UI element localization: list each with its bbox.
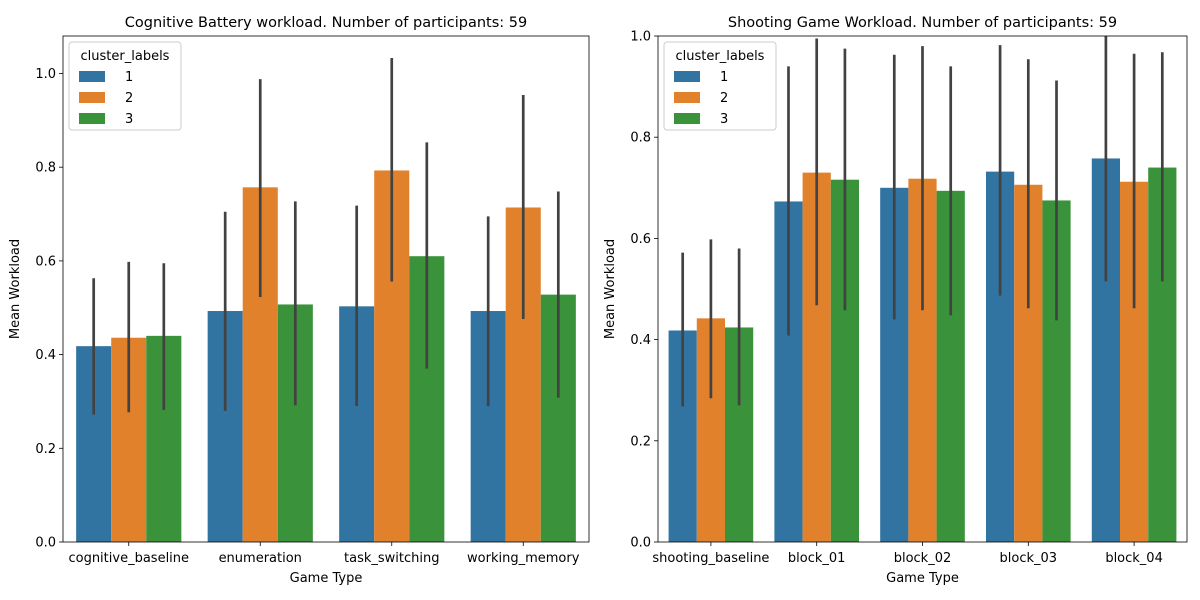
x-tick-label: block_02	[894, 551, 952, 566]
legend-title: cluster_labels	[81, 49, 170, 64]
y-tick-label: 0.8	[35, 161, 56, 176]
legend-label-3: 3	[720, 112, 728, 127]
legend-swatch-1	[79, 71, 105, 82]
x-tick-label: block_03	[1000, 551, 1058, 566]
legend: cluster_labels 1 2 3	[663, 41, 777, 131]
y-tick-label: 0.6	[630, 232, 651, 247]
x-tick-label: shooting_baseline	[652, 551, 769, 566]
legend-label-3: 3	[125, 112, 133, 127]
x-tick-label: block_01	[788, 551, 846, 566]
y-tick-label: 0.0	[35, 536, 56, 551]
legend-swatch-2	[79, 92, 105, 103]
y-tick-label: 1.0	[35, 67, 56, 82]
y-tick-label: 1.0	[630, 30, 651, 45]
legend-label-2: 2	[720, 91, 728, 106]
legend-box	[663, 41, 777, 131]
chart-title: Cognitive Battery workload. Number of pa…	[125, 15, 528, 31]
legend-label-1: 1	[720, 70, 728, 85]
x-axis-label: Game Type	[290, 571, 363, 586]
legend-label-1: 1	[125, 70, 133, 85]
x-axis-label: Game Type	[886, 571, 959, 586]
chart-title: Shooting Game Workload. Number of partic…	[728, 15, 1117, 31]
legend-swatch-2	[674, 92, 700, 103]
legend-title: cluster_labels	[676, 49, 765, 64]
y-tick-label: 0.2	[630, 434, 651, 449]
y-tick-label: 0.6	[35, 254, 56, 269]
legend-swatch-1	[674, 71, 700, 82]
y-axis-label: Mean Workload	[603, 239, 618, 339]
legend: cluster_labels 1 2 3	[68, 41, 182, 131]
legend-swatch-3	[674, 113, 700, 124]
x-tick-label: working_memory	[467, 551, 580, 566]
x-tick-label: cognitive_baseline	[68, 551, 189, 566]
y-tick-label: 0.0	[630, 536, 651, 551]
y-tick-label: 0.4	[35, 348, 56, 363]
y-tick-label: 0.8	[630, 131, 651, 146]
legend-box	[68, 41, 182, 131]
shooting-game-panel: 0.0 0.2 0.4 0.6 0.8 1.0 shooting_baseline block…	[603, 15, 1188, 586]
x-tick-label: task_switching	[344, 551, 439, 566]
legend-label-2: 2	[125, 91, 133, 106]
y-axis-label: Mean Workload	[8, 239, 23, 339]
x-tick-label: block_04	[1105, 551, 1163, 566]
cognitive-battery-panel: 0.0 0.2 0.4 0.6 0.8 1.0 cognitive_baseline enum…	[8, 15, 590, 586]
plot-frame	[62, 35, 590, 543]
y-tick-label: 0.2	[35, 442, 56, 457]
legend-swatch-3	[79, 113, 105, 124]
y-tick-label: 0.4	[630, 333, 651, 348]
x-tick-label: enumeration	[219, 551, 302, 566]
